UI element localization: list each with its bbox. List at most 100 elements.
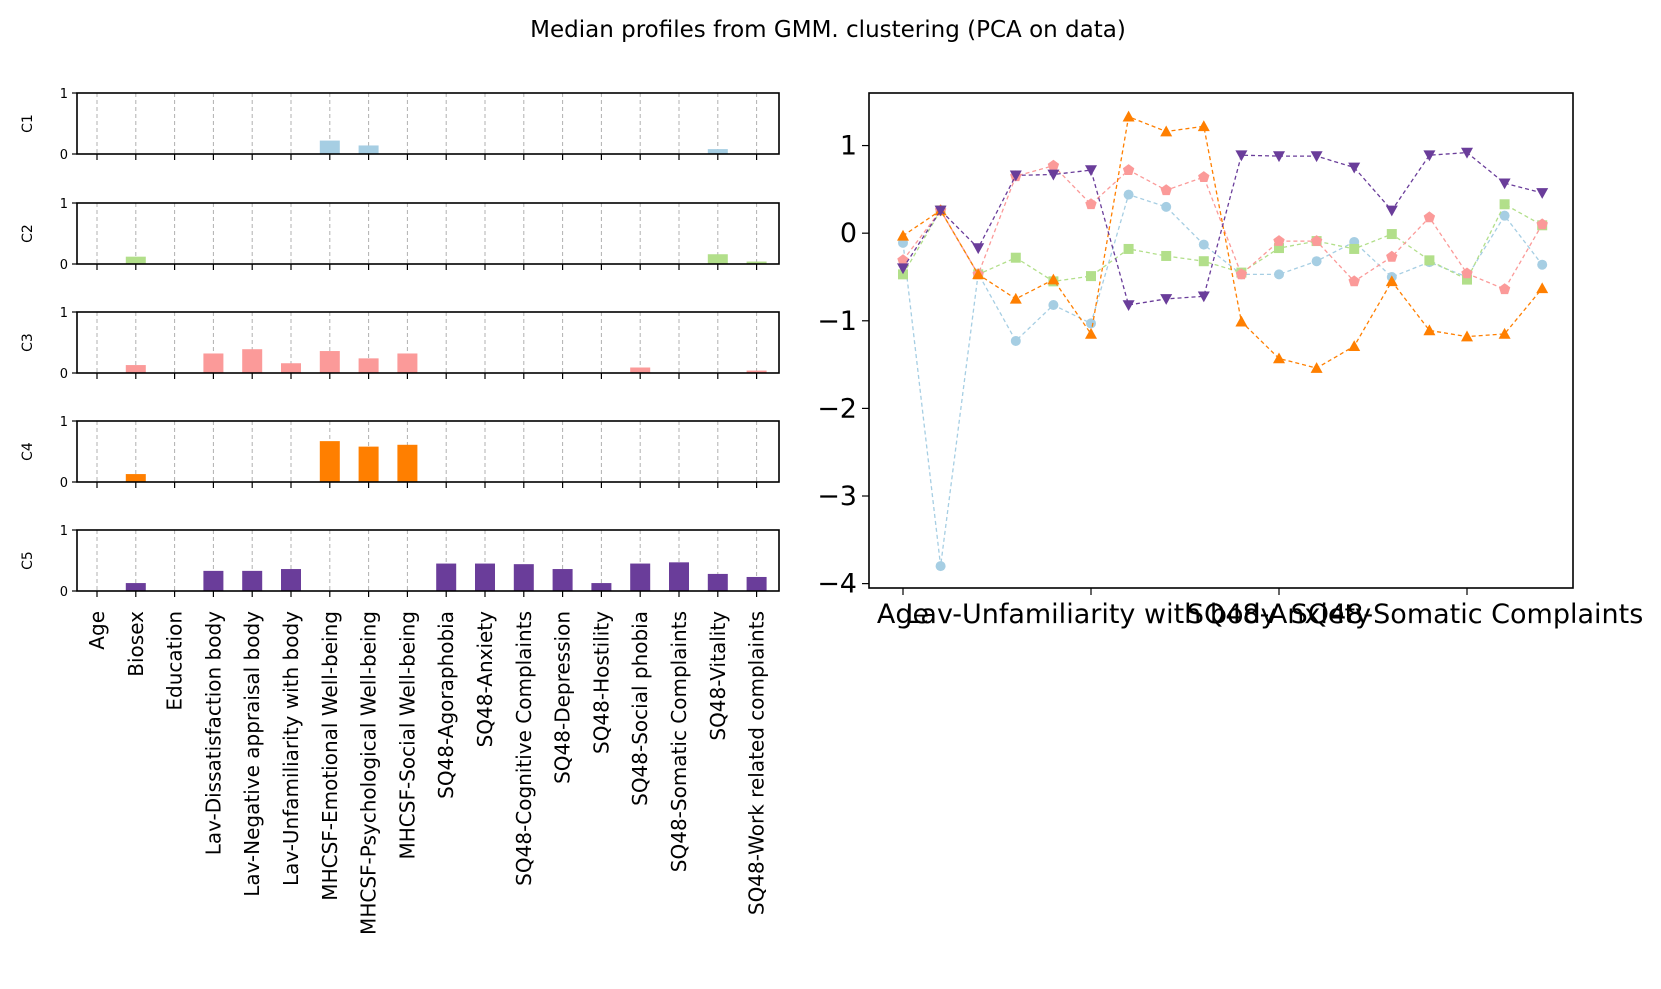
y-tick-label: 1 — [60, 415, 68, 430]
bar — [281, 363, 301, 373]
data-point — [1160, 184, 1172, 196]
data-point — [1273, 235, 1285, 246]
bar — [281, 569, 301, 591]
bar — [358, 145, 379, 154]
data-point — [1161, 250, 1172, 261]
y-tick-label: 0 — [60, 148, 68, 163]
category-label: MHCSF-Emotional Well-being — [318, 611, 342, 901]
line-chart-frame — [868, 92, 1574, 589]
bar-panel: 0 1 C1 — [20, 87, 780, 163]
category-label: MHCSF-Social Well-being — [395, 611, 419, 860]
data-point — [1385, 205, 1398, 217]
data-point — [1161, 201, 1172, 212]
bar — [630, 563, 651, 591]
category-label: Lav-Unfamiliarity with body — [279, 611, 303, 886]
y-tick-label: 0 — [60, 258, 68, 273]
data-point — [1160, 294, 1173, 305]
data-point — [1385, 275, 1398, 287]
category-label: SQ48-Work related complaints — [745, 611, 769, 915]
panel-label: C2 — [20, 224, 36, 243]
bar — [242, 570, 263, 591]
bar-panel: 0 1 C2 — [20, 197, 780, 273]
bar — [203, 353, 224, 373]
bar — [552, 569, 573, 591]
data-point — [1311, 256, 1322, 267]
data-point — [1010, 252, 1021, 263]
data-point — [1348, 162, 1361, 174]
bar — [746, 576, 767, 591]
y-tick-label: −3 — [817, 481, 857, 512]
category-label: SQ48-Agoraphobia — [434, 611, 458, 799]
series-line — [902, 151, 1543, 306]
data-point — [1198, 256, 1209, 267]
data-point — [1086, 271, 1096, 282]
category-label: SQ48-Depression — [551, 611, 575, 784]
bar — [125, 583, 146, 591]
panel-frame — [76, 202, 780, 265]
y-tick-label: 1 — [60, 524, 68, 539]
y-tick-label: 1 — [60, 197, 68, 212]
data-point — [1122, 164, 1135, 175]
data-point — [1273, 352, 1285, 364]
series-line — [902, 164, 1543, 291]
data-point — [1349, 243, 1360, 254]
x-tick-label: SQ48-Anxiety — [1187, 599, 1371, 630]
data-point — [934, 205, 947, 217]
panel-frame — [76, 529, 780, 592]
bar — [746, 261, 767, 264]
data-point — [1310, 362, 1323, 373]
panel-label: C3 — [20, 333, 36, 352]
data-point — [1386, 250, 1398, 262]
data-point — [1123, 243, 1134, 254]
bar — [475, 563, 495, 591]
panel-label: C1 — [20, 114, 36, 133]
data-point — [1498, 178, 1511, 190]
bar — [242, 349, 263, 373]
panel-frame — [76, 420, 780, 483]
y-tick-label: 1 — [60, 87, 68, 102]
panel-frame — [76, 92, 780, 155]
category-label: SQ48-Vitality — [706, 611, 730, 741]
bar — [397, 353, 418, 373]
data-point — [1499, 210, 1510, 221]
bar — [358, 358, 379, 373]
data-point — [1461, 147, 1473, 159]
data-point — [1274, 269, 1284, 280]
data-point — [1197, 120, 1210, 132]
bar — [125, 256, 146, 264]
panel-frame — [76, 311, 780, 374]
data-point — [1198, 171, 1210, 182]
bar — [513, 564, 534, 591]
data-point — [935, 561, 946, 572]
data-point — [1386, 229, 1397, 240]
data-point — [972, 243, 985, 255]
category-label: SQ48-Cognitive Complaints — [512, 611, 536, 886]
data-point — [1122, 110, 1135, 122]
data-point — [1461, 267, 1473, 279]
data-point — [1536, 282, 1549, 294]
data-point — [1498, 283, 1511, 295]
bar — [125, 365, 146, 373]
category-label: SQ48-Hostility — [589, 611, 613, 754]
data-point — [1348, 340, 1361, 351]
line-series — [897, 147, 1549, 312]
data-point — [1047, 273, 1060, 285]
bar — [319, 140, 340, 154]
y-tick-label: 1 — [840, 131, 857, 162]
data-point — [1461, 330, 1473, 342]
bar-panels: 0 1 C1 0 1 C2 0 1 C3 0 1 C4 0 1 C5 Age Biosex Education La… — [20, 87, 780, 935]
figure-title: Median profiles from GMM. clustering (PC… — [530, 17, 1126, 43]
line-series — [898, 199, 1548, 287]
data-point — [1310, 235, 1323, 246]
x-tick-label: Lav-Unfamiliarity with body — [905, 599, 1276, 630]
series-line — [902, 193, 1543, 567]
category-label: MHCSF-Psychological Well-being — [357, 611, 381, 935]
category-label: Lav-Negative appraisal body — [240, 611, 264, 897]
category-label: SQ48-Somatic Complaints — [667, 611, 691, 872]
data-point — [1085, 165, 1097, 177]
data-point — [1160, 125, 1173, 137]
data-point — [1274, 243, 1284, 254]
data-point — [897, 229, 909, 241]
